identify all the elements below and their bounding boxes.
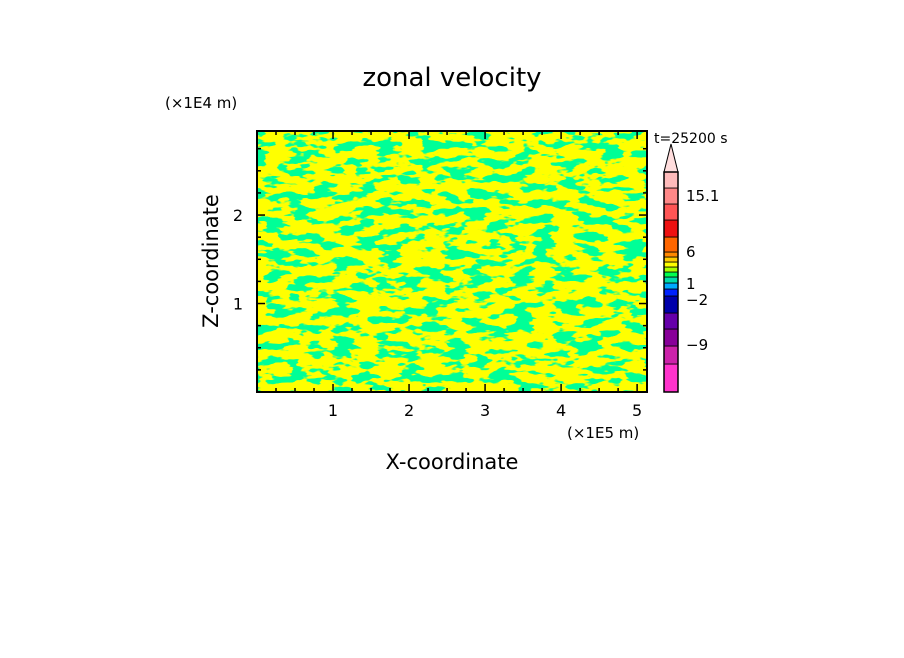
colorbar-level — [663, 203, 679, 221]
y-unit-label: (×1E4 m) — [165, 94, 237, 112]
x-tick-label: 1 — [328, 401, 338, 420]
x-tick-label: 5 — [632, 401, 642, 420]
colorbar-level — [663, 236, 679, 253]
colorbar-level — [663, 295, 679, 314]
colorbar-level — [663, 219, 679, 238]
colorbar-label: −2 — [686, 291, 708, 309]
colorbar-level — [663, 312, 679, 330]
y-tick-label: 2 — [233, 206, 243, 225]
x-tick-label: 3 — [480, 401, 490, 420]
colorbar-label: −9 — [686, 336, 708, 354]
x-ticks: 1 2 3 4 5 — [275, 131, 642, 420]
colorbar-extend-arrow — [663, 143, 679, 173]
colorbar-level — [663, 187, 679, 205]
x-tick-label: 2 — [404, 401, 414, 420]
colorbar-level — [663, 345, 679, 365]
time-label: t=25200 s — [654, 131, 728, 147]
colorbar-level — [663, 171, 679, 189]
colorbar-level — [663, 266, 679, 273]
colorbar-level — [663, 271, 679, 278]
field-green — [257, 131, 647, 392]
x-tick-label: 4 — [556, 401, 566, 420]
y-tick-label: 1 — [233, 295, 243, 314]
chart-title: zonal velocity — [362, 63, 541, 93]
colorbar-level — [663, 328, 679, 347]
colorbar-label: 6 — [686, 243, 696, 261]
plot-area — [257, 131, 647, 392]
colorbar-label: 1 — [686, 275, 696, 293]
colorbar-level — [663, 251, 679, 258]
colorbar-level — [663, 363, 679, 393]
colorbar-level — [663, 261, 679, 268]
colorbar-frame — [663, 171, 679, 393]
colorbar-level — [663, 256, 679, 263]
colorbar-label: 15.1 — [686, 187, 719, 205]
y-axis-label: Z-coordinate — [199, 194, 223, 328]
colorbar-level — [663, 288, 679, 297]
y-ticks: 12 — [233, 147, 647, 371]
x-axis-label: X-coordinate — [386, 450, 519, 474]
colorbar-level — [663, 276, 679, 284]
plot-frame — [256, 130, 648, 393]
colorbar-level — [663, 282, 679, 290]
colorbar: 15.1 6 1−2 −9 — [663, 143, 719, 393]
x-unit-label: (×1E5 m) — [567, 424, 639, 442]
